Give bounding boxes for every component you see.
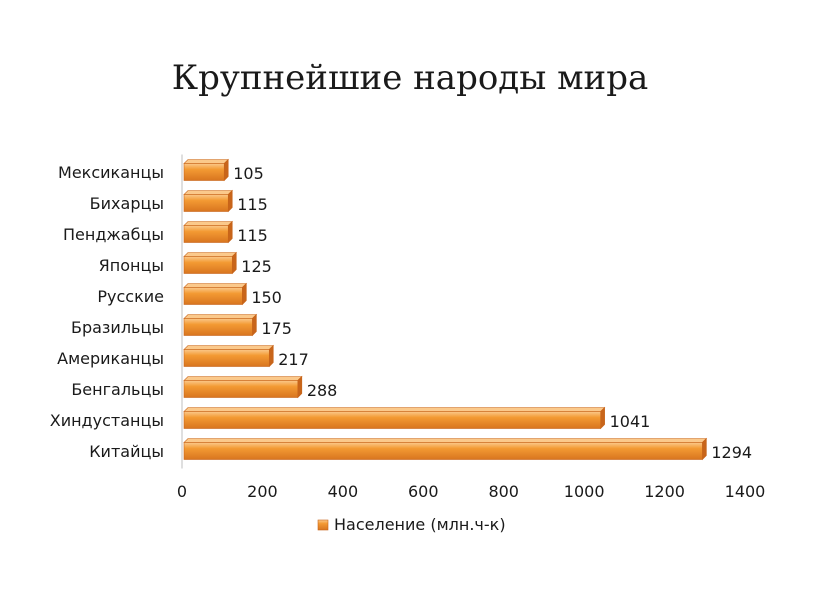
data-label: 115 bbox=[237, 195, 268, 214]
bar-side-face bbox=[268, 344, 274, 368]
bar-side-face bbox=[227, 220, 233, 244]
data-label: 105 bbox=[233, 164, 264, 183]
data-label: 150 bbox=[251, 288, 282, 307]
bar bbox=[183, 375, 303, 399]
bar-top-face bbox=[183, 252, 237, 257]
bar-front-face bbox=[183, 163, 225, 181]
bar-front-face bbox=[183, 380, 299, 398]
category-label: Мексиканцы bbox=[58, 163, 164, 182]
data-label: 1294 bbox=[711, 443, 752, 462]
bar-front-face bbox=[183, 225, 229, 243]
category-label: Бенгальцы bbox=[71, 380, 164, 399]
legend: Население (млн.ч-к) bbox=[317, 515, 506, 534]
x-tick-label: 1200 bbox=[644, 482, 685, 501]
bar-top-face bbox=[183, 438, 708, 443]
category-label: Бихарцы bbox=[90, 194, 164, 213]
x-tick-label: 1000 bbox=[564, 482, 605, 501]
bar bbox=[183, 251, 237, 275]
bar-front-face bbox=[183, 287, 243, 305]
bar-front-face bbox=[183, 411, 601, 429]
bar-side-face bbox=[252, 313, 257, 337]
bar-side-face bbox=[227, 189, 233, 213]
bar-top-face bbox=[183, 221, 233, 226]
data-label: 217 bbox=[278, 350, 309, 369]
bar-side-face bbox=[702, 437, 707, 461]
bar-front-face bbox=[183, 442, 703, 460]
bar bbox=[183, 406, 606, 430]
bar-side-face bbox=[242, 282, 247, 306]
bar bbox=[183, 189, 233, 213]
data-label: 125 bbox=[241, 257, 272, 276]
bars-layer bbox=[183, 158, 708, 461]
labels-layer: Мексиканцы 105 Бихарцы 115 Пенджабцы 115 Японц… bbox=[50, 163, 766, 501]
bar-top-face bbox=[183, 283, 248, 288]
bar-side-face bbox=[600, 406, 605, 430]
bar-top-face bbox=[183, 314, 258, 319]
legend-label: Население (млн.ч-к) bbox=[334, 515, 506, 534]
x-tick-label: 400 bbox=[328, 482, 359, 501]
legend-swatch bbox=[317, 519, 329, 531]
bar-front-face bbox=[183, 194, 229, 212]
data-label: 175 bbox=[261, 319, 292, 338]
category-label: Пенджабцы bbox=[63, 225, 164, 244]
data-label: 288 bbox=[307, 381, 338, 400]
x-tick-label: 1400 bbox=[725, 482, 766, 501]
bar bbox=[183, 220, 233, 244]
bar-top-face bbox=[183, 159, 229, 164]
category-label: Японцы bbox=[99, 256, 164, 275]
bar bbox=[183, 437, 708, 461]
x-tick-label: 600 bbox=[408, 482, 439, 501]
bar bbox=[183, 158, 229, 182]
bar-top-face bbox=[183, 190, 233, 195]
bar-front-face bbox=[183, 256, 233, 274]
bar-top-face bbox=[183, 376, 303, 381]
chart-title: Крупнейшие народы мира bbox=[171, 58, 649, 98]
bar bbox=[183, 313, 258, 337]
x-tick-label: 0 bbox=[177, 482, 187, 501]
x-tick-label: 800 bbox=[488, 482, 519, 501]
bar bbox=[183, 282, 248, 306]
x-tick-label: 200 bbox=[247, 482, 278, 501]
bar bbox=[183, 344, 274, 368]
data-label: 1041 bbox=[610, 412, 651, 431]
data-label: 115 bbox=[237, 226, 268, 245]
category-label: Китайцы bbox=[89, 442, 164, 461]
category-label: Русские bbox=[97, 287, 164, 306]
bar-top-face bbox=[183, 345, 274, 350]
bar-front-face bbox=[183, 349, 270, 367]
bar-side-face bbox=[297, 375, 303, 399]
category-label: Хиндустанцы bbox=[50, 411, 164, 430]
bar-front-face bbox=[183, 318, 253, 336]
category-label: Американцы bbox=[57, 349, 164, 368]
bar-side-face bbox=[223, 158, 229, 182]
bar-top-face bbox=[183, 407, 606, 412]
bar-side-face bbox=[231, 251, 237, 275]
category-label: Бразильцы bbox=[71, 318, 164, 337]
